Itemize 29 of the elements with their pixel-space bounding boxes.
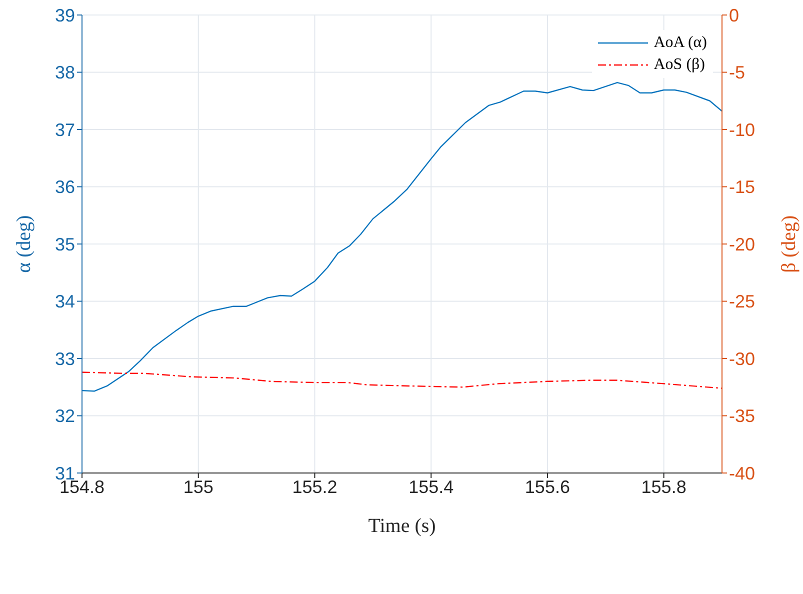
x-axis-title: Time (s) [368,515,436,537]
y-tick-label: 33 [54,348,75,369]
legend-label: AoS (β) [654,56,705,74]
legend-label: AoA (α) [654,34,707,52]
x-tick-label: 155 [183,476,214,497]
line-series [82,82,722,392]
x-tick-label: 155.4 [408,476,454,497]
y-tick-label: 34 [54,292,75,312]
line-series [82,372,722,389]
y-tick-label: 37 [54,120,75,140]
y2-tick-label: -20 [729,234,756,254]
y2-tick-label: -35 [729,406,756,426]
y2-tick-label: -5 [729,62,746,83]
y2-tick-label: 0 [729,5,740,26]
y2-tick-label: -10 [729,120,756,140]
x-tick-label: 155.6 [524,476,570,497]
y-tick-label: 36 [54,177,75,198]
y-tick-label: 32 [54,406,75,426]
y2-tick-label: -15 [729,177,756,198]
y2-tick-label: -40 [729,463,756,484]
y2-tick-label: -30 [729,348,756,369]
y2-tick-label: -25 [729,292,756,312]
x-tick-label: 155.8 [641,476,686,497]
y-tick-label: 39 [54,5,75,26]
y2-axis-title: β (deg) [778,215,800,273]
y-tick-label: 35 [54,234,75,254]
y-axis-title: α (deg) [13,215,35,273]
x-tick-label: 155.2 [292,476,338,497]
y-tick-label: 38 [54,62,75,83]
